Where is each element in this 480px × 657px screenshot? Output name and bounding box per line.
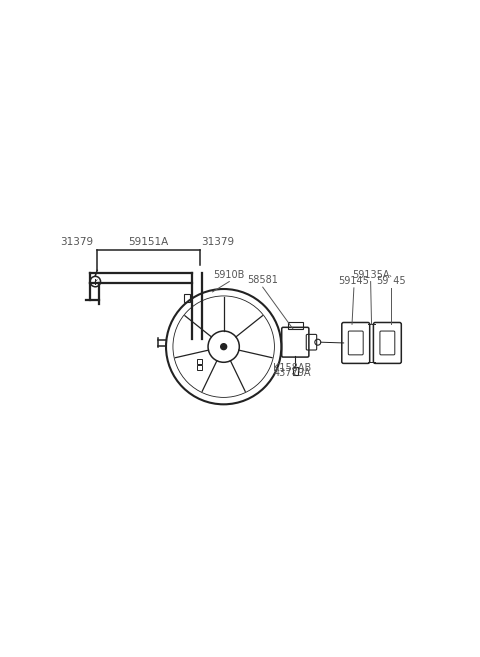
Bar — [293, 367, 298, 375]
Text: 58581: 58581 — [247, 275, 278, 285]
Text: 5910B: 5910B — [214, 270, 245, 280]
Bar — [196, 365, 203, 370]
Text: 59`45: 59`45 — [376, 276, 406, 286]
Bar — [196, 359, 203, 364]
Text: 59145: 59145 — [338, 276, 369, 286]
Text: K158AB: K158AB — [274, 363, 312, 373]
Circle shape — [221, 344, 227, 350]
Text: 43779A: 43779A — [274, 369, 311, 378]
Bar — [288, 322, 303, 328]
FancyBboxPatch shape — [348, 331, 363, 355]
Text: 31379: 31379 — [60, 237, 94, 247]
Text: 31379: 31379 — [202, 237, 235, 247]
Text: 59135A: 59135A — [352, 270, 389, 280]
Bar — [184, 294, 190, 302]
Text: 59151A: 59151A — [128, 237, 168, 247]
FancyBboxPatch shape — [380, 331, 395, 355]
